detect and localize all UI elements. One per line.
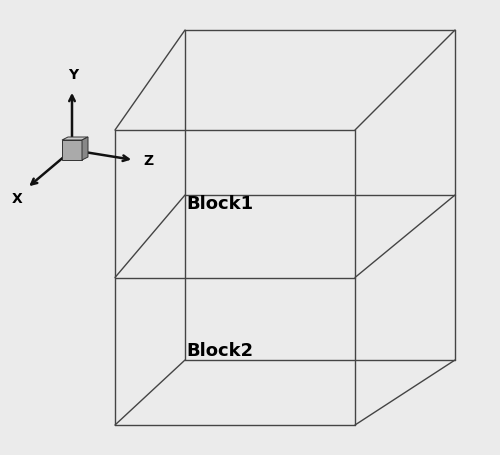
Text: Block2: Block2 <box>186 342 254 360</box>
Polygon shape <box>62 140 82 160</box>
Text: X: X <box>12 192 22 206</box>
Text: Block1: Block1 <box>186 195 254 213</box>
Polygon shape <box>82 137 88 160</box>
Text: Z: Z <box>143 154 153 168</box>
Text: Y: Y <box>68 68 78 82</box>
Polygon shape <box>62 137 88 140</box>
